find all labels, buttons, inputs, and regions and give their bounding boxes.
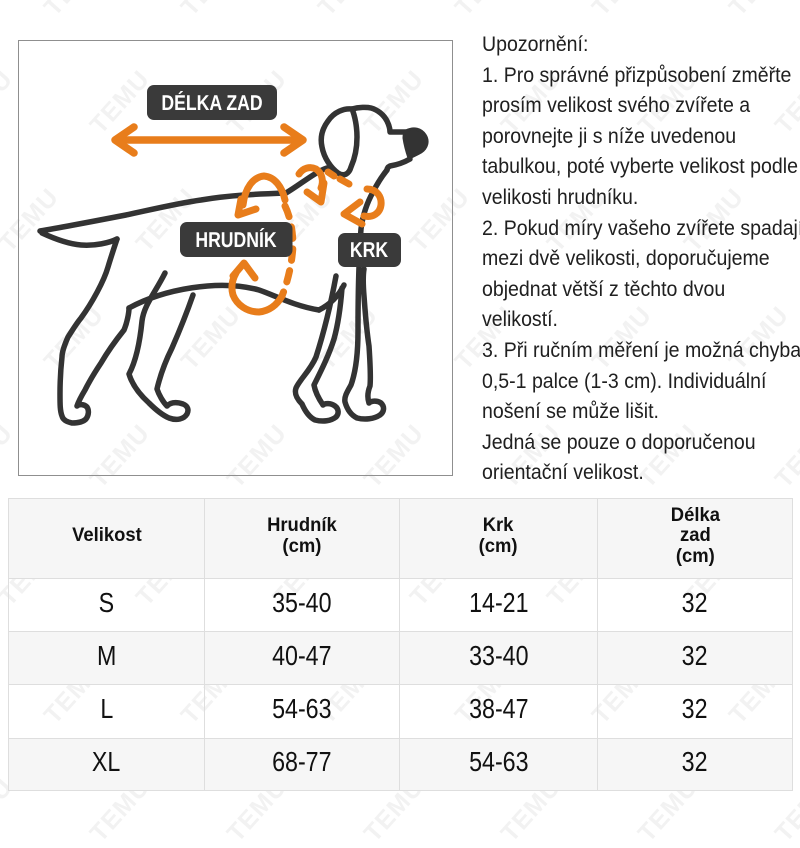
svg-text:KRK: KRK bbox=[350, 238, 389, 262]
svg-text:HRUDNÍK: HRUDNÍK bbox=[195, 227, 277, 252]
svg-text:DÉLKA ZAD: DÉLKA ZAD bbox=[161, 90, 262, 115]
